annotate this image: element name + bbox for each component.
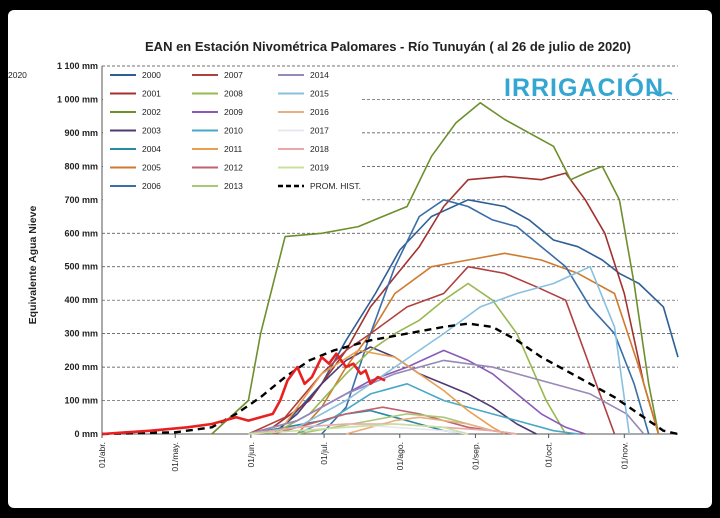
legend-label: 2009 [224, 107, 243, 117]
series-line-2006 [321, 199, 650, 435]
legend-label: 2007 [224, 70, 243, 80]
y-tick-label: 400 mm [64, 295, 98, 305]
legend-item: 2002 [110, 107, 161, 117]
legend-item: 2001 [110, 89, 161, 99]
series-line-prom-hist- [101, 322, 679, 436]
y-tick-label: 300 mm [64, 329, 98, 339]
y-tick-label: 800 mm [64, 161, 98, 171]
legend-label: 2005 [142, 163, 161, 173]
series-lines [101, 102, 679, 436]
irrigacion-logo: IRRIGACIÓN [504, 72, 673, 102]
x-tick-label: 01/jun. [246, 442, 256, 468]
legend-item: 2020 [8, 70, 27, 80]
legend-item: 2018 [278, 144, 329, 154]
series-line-2020 [101, 352, 386, 436]
legend-item: 2013 [192, 181, 243, 191]
series-line-2010 [296, 382, 579, 435]
logo-wordmark: IRRIGACIÓN [504, 72, 664, 102]
legend-item: 2004 [110, 144, 161, 154]
legend-item: 2008 [192, 89, 243, 99]
y-tick-label: 500 mm [64, 262, 98, 272]
legend-label: 2014 [310, 70, 329, 80]
legend-item: 2011 [192, 144, 243, 154]
legend-item: 2019 [278, 163, 329, 173]
legend-label: 2003 [142, 126, 161, 136]
legend-label: 2001 [142, 89, 161, 99]
y-tick-labels: 0 mm 100 mm 200 mm 300 mm 400 mm 500 mm 600 mm… [57, 61, 98, 439]
legend-label: 2012 [224, 163, 243, 173]
y-tick-label: 1 000 mm [57, 94, 98, 104]
y-tick-label: 900 mm [64, 128, 98, 138]
legend-label: 2011 [224, 144, 243, 154]
legend-label: 2017 [310, 126, 329, 136]
x-tick-label: 01/ago. [395, 442, 405, 470]
y-tick-label: 0 mm [74, 429, 98, 439]
legend-label: 2020 [8, 70, 27, 80]
legend-background [103, 67, 361, 215]
x-tick-label: 01/nov. [619, 442, 629, 469]
series-line-2008 [272, 282, 567, 435]
legend-item: 2006 [110, 181, 161, 191]
x-tick-label: 01/jul. [319, 442, 329, 465]
legend-item: 2017 [278, 126, 329, 136]
series-line-2011 [248, 349, 506, 435]
series-line-2014 [248, 359, 645, 435]
legend-label: 2006 [142, 181, 161, 191]
series-line-2004 [248, 409, 469, 435]
legend-item: 2014 [278, 70, 329, 80]
series-line-2019 [248, 423, 469, 435]
series-line-2001 [248, 172, 660, 435]
x-tick-label: 01/oct. [544, 442, 554, 468]
y-tick-label: 1 100 mm [57, 61, 98, 71]
y-tick-label: 600 mm [64, 228, 98, 238]
y-tick-label: 700 mm [64, 195, 98, 205]
ean-line-chart: EAN en Estación Nivométrica Palomares - … [8, 39, 679, 472]
logo-wave-icon [647, 91, 673, 97]
legend-label: 2000 [142, 70, 161, 80]
legend-item: 2000 [110, 70, 161, 80]
series-line-2000 [248, 199, 679, 435]
legend-label: 2013 [224, 181, 243, 191]
legend-label: 2010 [224, 126, 243, 136]
x-tick-labels: 01/abr. 01/may. 01/jun. 01/jul. 01/ago. 01/se… [97, 434, 629, 472]
chart-title: EAN en Estación Nivométrica Palomares - … [145, 39, 631, 54]
legend-label: 2018 [310, 144, 329, 154]
legend-item: 2012 [192, 163, 243, 173]
series-line-2009 [248, 349, 586, 435]
legend-item: 2007 [192, 70, 243, 80]
legend-item: 2016 [278, 107, 329, 117]
chart-panel: EAN en Estación Nivométrica Palomares - … [8, 10, 712, 508]
legend-label: 2015 [310, 89, 329, 99]
x-tick-label: 01/may. [170, 442, 180, 472]
legend-item: PROM. HIST. [278, 181, 361, 191]
legend-label: PROM. HIST. [310, 181, 361, 191]
legend-item: 2009 [192, 107, 243, 117]
legend-item: 2010 [192, 126, 243, 136]
y-tick-label: 200 mm [64, 362, 98, 372]
series-line-2015 [248, 265, 630, 435]
legend-label: 2004 [142, 144, 161, 154]
series-line-2002 [211, 102, 660, 435]
y-axis-label: Equivalente Agua Nieve [27, 206, 39, 325]
legend-item: 2005 [110, 163, 161, 173]
legend: 2000 2001 2002 2003 2004 2005 2006 2007 2008 2009… [8, 67, 361, 215]
y-tick-label: 100 mm [64, 396, 98, 406]
legend-label: 2008 [224, 89, 243, 99]
legend-label: 2019 [310, 163, 329, 173]
legend-label: 2002 [142, 107, 161, 117]
legend-item: 2015 [278, 89, 329, 99]
series-line-2007 [248, 265, 616, 435]
x-tick-label: 01/abr. [97, 442, 107, 468]
legend-label: 2016 [310, 107, 329, 117]
legend-item: 2003 [110, 126, 161, 136]
x-tick-label: 01/sep. [470, 442, 480, 470]
